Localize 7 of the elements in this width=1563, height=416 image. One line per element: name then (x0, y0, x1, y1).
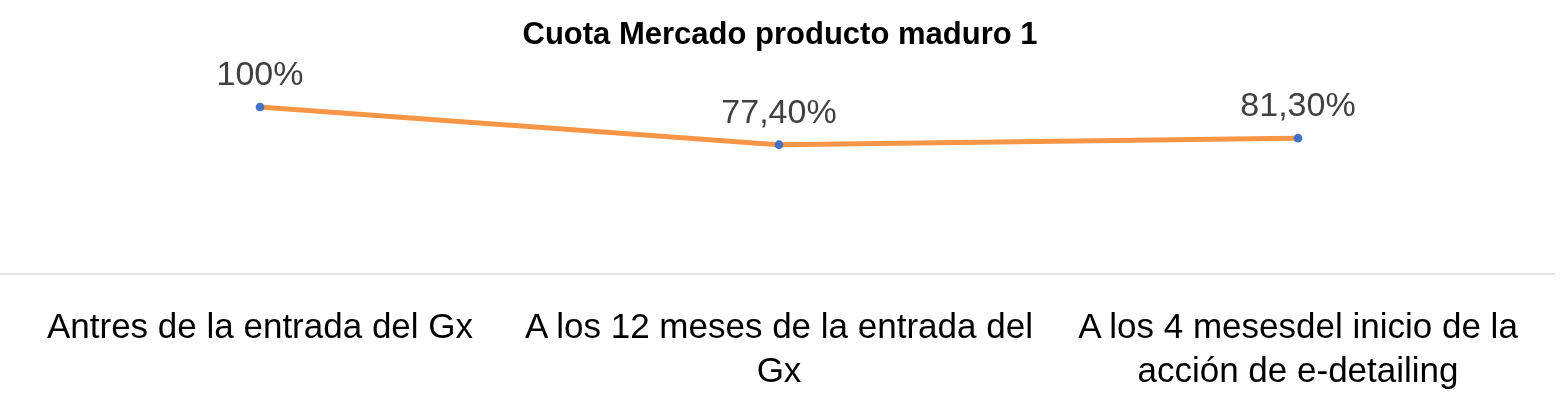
data-label: 77,40% (721, 91, 837, 130)
data-label: 100% (216, 54, 304, 92)
data-label: 81,30% (1240, 85, 1356, 124)
x-tick-label: A los 4 mesesdel inicio de la acción de e-detailing (1078, 306, 1519, 389)
chart-title: Cuota Mercado producto maduro 1 (522, 16, 1038, 51)
x-tick-label: Antres de la entrada del Gx (46, 306, 474, 345)
x-tick-label: A los 12 meses de la entrada del Gx (525, 306, 1033, 389)
